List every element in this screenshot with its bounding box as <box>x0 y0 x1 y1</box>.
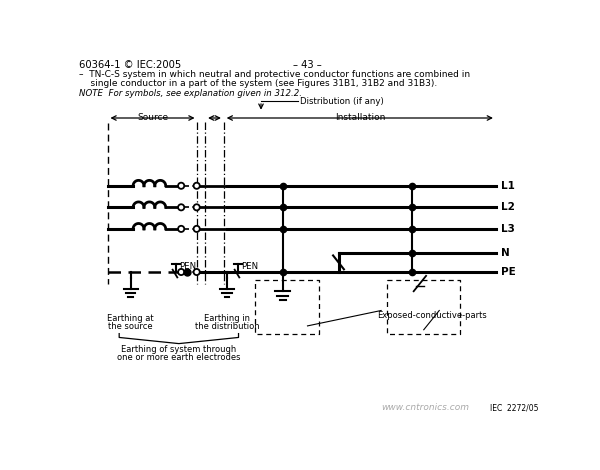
Text: L3: L3 <box>501 224 515 234</box>
Text: PE: PE <box>501 267 516 277</box>
Text: www.cntronics.com: www.cntronics.com <box>381 403 469 412</box>
Text: PEN: PEN <box>179 262 197 271</box>
Text: single conductor in a part of the system (see Figures 31B1, 31B2 and 31B3).: single conductor in a part of the system… <box>79 79 437 88</box>
Circle shape <box>178 226 184 232</box>
Text: L1: L1 <box>501 181 515 191</box>
Circle shape <box>194 183 200 189</box>
Text: Earthing of system through: Earthing of system through <box>121 345 236 354</box>
Circle shape <box>194 269 200 275</box>
Text: Earthing in: Earthing in <box>204 314 250 323</box>
Text: –  TN-C-S system in which neutral and protective conductor functions are combine: – TN-C-S system in which neutral and pro… <box>79 70 470 79</box>
Text: Earthing at: Earthing at <box>107 314 154 323</box>
Circle shape <box>178 204 184 211</box>
Text: Source: Source <box>137 113 168 122</box>
Circle shape <box>194 226 200 232</box>
Text: one or more earth electrodes: one or more earth electrodes <box>117 353 241 362</box>
Text: NOTE  For symbols, see explanation given in 312.2.: NOTE For symbols, see explanation given … <box>79 89 302 98</box>
Text: the source: the source <box>109 322 153 331</box>
Circle shape <box>178 183 184 189</box>
Text: the distribution: the distribution <box>194 322 259 331</box>
Text: 60364-1 © IEC:2005: 60364-1 © IEC:2005 <box>79 60 181 70</box>
Text: IEC  2272/05: IEC 2272/05 <box>490 403 539 412</box>
Text: Distribution (if any): Distribution (if any) <box>300 97 383 106</box>
Text: Exposed-conductive-parts: Exposed-conductive-parts <box>377 311 487 320</box>
Circle shape <box>194 204 200 211</box>
Text: N: N <box>501 248 510 258</box>
Text: – 43 –: – 43 – <box>293 60 322 70</box>
Circle shape <box>178 269 184 275</box>
Text: PEN: PEN <box>242 262 259 271</box>
Text: Installation: Installation <box>335 113 385 122</box>
Text: L2: L2 <box>501 202 515 212</box>
